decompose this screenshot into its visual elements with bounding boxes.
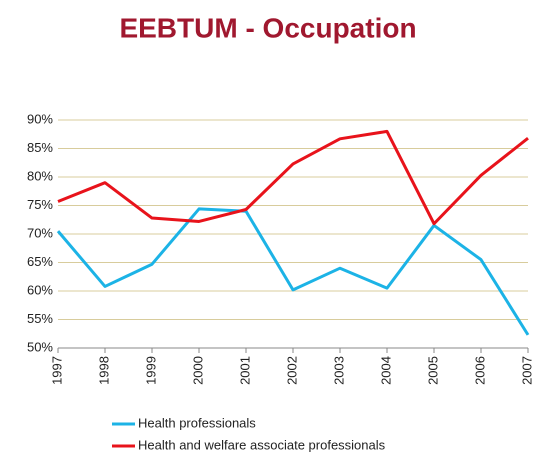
y-tick-label: 90% (27, 111, 53, 126)
y-tick-label: 85% (27, 140, 53, 155)
x-tick-label: 2002 (284, 356, 299, 385)
series-line (57, 129, 529, 226)
x-tick-label: 2001 (237, 356, 252, 385)
x-tick-label: 2006 (472, 356, 487, 385)
x-tick-label: 2004 (378, 356, 393, 385)
y-tick-label: 60% (27, 282, 53, 297)
x-tick-label: 2005 (425, 356, 440, 385)
x-tick-label: 1998 (96, 356, 111, 385)
x-tick-label: 2007 (519, 356, 533, 385)
y-tick-label: 70% (27, 225, 53, 240)
y-tick-label: 75% (27, 197, 53, 212)
y-tick-label: 80% (27, 168, 53, 183)
series-line (56, 207, 530, 336)
x-tick-label: 2000 (190, 356, 205, 385)
legend-label: Health and welfare associate professiona… (138, 437, 386, 452)
legend-label: Health professionals (138, 415, 256, 430)
x-tick-label: 1999 (143, 356, 158, 385)
y-tick-label: 55% (27, 311, 53, 326)
chart-title: EEBTUM - Occupation (119, 12, 416, 43)
y-tick-label: 50% (27, 339, 53, 354)
x-tick-label: 1997 (49, 356, 64, 385)
y-tick-label: 65% (27, 254, 53, 269)
x-tick-label: 2003 (331, 356, 346, 385)
